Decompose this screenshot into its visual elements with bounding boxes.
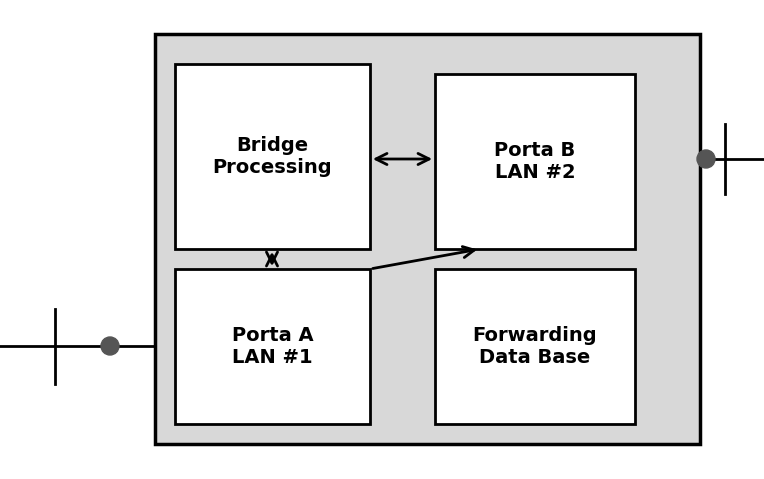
Text: Forwarding
Data Base: Forwarding Data Base bbox=[473, 326, 597, 367]
Bar bbox=[175, 64, 370, 249]
Bar bbox=[435, 74, 635, 249]
Bar bbox=[175, 269, 370, 424]
Text: Bridge
Processing: Bridge Processing bbox=[212, 136, 332, 177]
Circle shape bbox=[697, 150, 715, 168]
Text: Porta A
LAN #1: Porta A LAN #1 bbox=[231, 326, 313, 367]
Text: Porta B
LAN #2: Porta B LAN #2 bbox=[494, 141, 575, 182]
Bar bbox=[435, 269, 635, 424]
Bar bbox=[155, 34, 700, 444]
Circle shape bbox=[101, 337, 119, 355]
